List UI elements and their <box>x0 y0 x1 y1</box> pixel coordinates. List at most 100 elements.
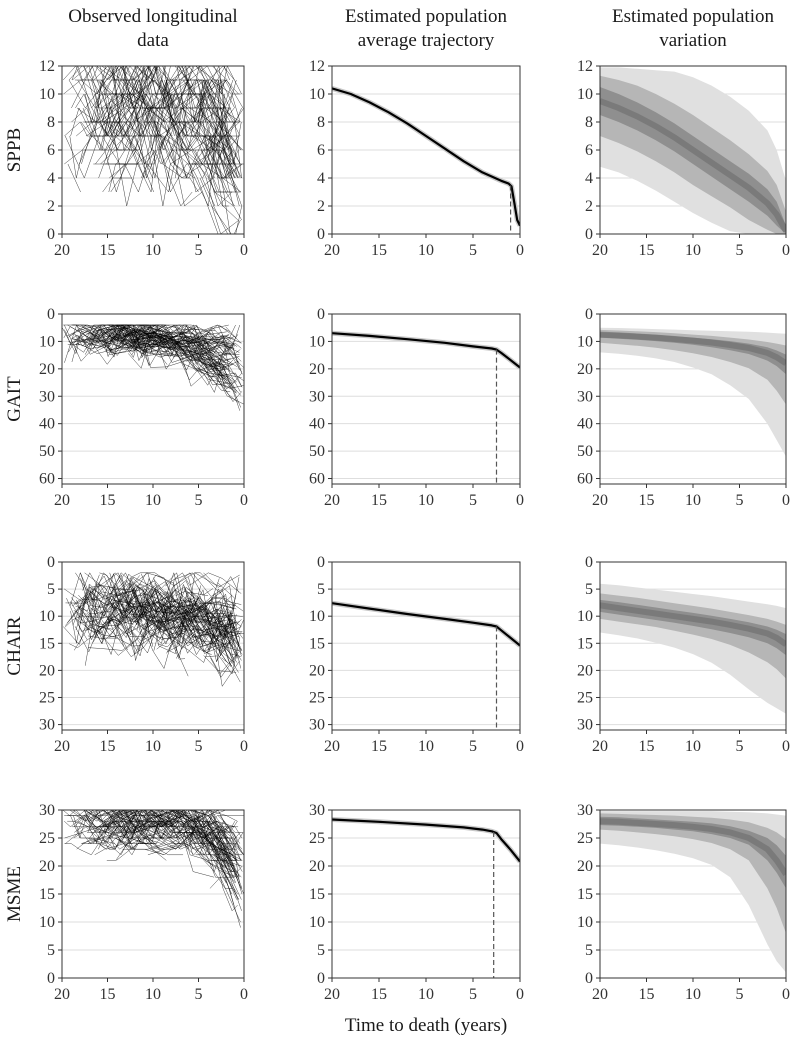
y-tick-label: 10 <box>39 333 55 350</box>
observed-trajectory-line <box>110 79 183 151</box>
observed-trajectory-line <box>66 597 118 638</box>
x-tick-label: 10 <box>418 986 434 1003</box>
observed-trajectory-line <box>192 163 235 207</box>
observed-trajectory-line <box>203 572 240 588</box>
observed-trajectory-line <box>64 615 111 644</box>
observed-trajectory-line <box>95 107 175 165</box>
observed-trajectory-line <box>84 583 118 666</box>
y-tick-label: 40 <box>39 416 55 433</box>
x-tick-label: 20 <box>54 738 70 755</box>
observed-trajectory-line <box>217 832 238 861</box>
y-tick-label: 30 <box>309 717 325 734</box>
observed-trajectory-line <box>157 336 219 344</box>
observed-trajectory-line <box>176 632 241 657</box>
observed-trajectory-line <box>185 66 241 123</box>
observed-trajectory-line <box>94 815 132 833</box>
observed-trajectory-line <box>106 93 217 165</box>
observed-trajectory-line <box>124 605 195 640</box>
observed-trajectory-line <box>210 602 242 627</box>
observed-trajectory-line <box>68 324 169 353</box>
observed-trajectory-line <box>127 66 216 109</box>
observed-trajectory-line <box>153 821 232 895</box>
observed-trajectory-line <box>121 591 162 634</box>
plot-area <box>62 324 244 411</box>
average-trajectory-line <box>332 332 520 369</box>
x-tick-label: 20 <box>592 492 608 509</box>
observed-trajectory-line <box>76 121 93 137</box>
variation-median-band <box>600 98 786 233</box>
y-tick-label: 5 <box>317 581 325 598</box>
plot-area <box>62 66 244 234</box>
observed-trajectory-line <box>75 572 141 612</box>
observed-trajectory-line <box>175 328 226 360</box>
observed-trajectory-line <box>74 66 165 123</box>
observed-trajectory-line <box>180 607 237 648</box>
observed-trajectory-line <box>75 810 91 827</box>
observed-trajectory-line <box>87 606 148 640</box>
observed-trajectory-line <box>196 849 214 867</box>
y-tick-label: 15 <box>309 635 325 652</box>
observed-trajectory-line <box>81 826 153 850</box>
observed-trajectory-line <box>69 583 107 631</box>
x-tick-label: 0 <box>782 492 790 509</box>
observed-trajectory-line <box>114 815 179 844</box>
observed-trajectory-line <box>213 637 241 675</box>
observed-trajectory-line <box>224 623 233 641</box>
y-tick-label: 5 <box>585 581 593 598</box>
observed-trajectory-line <box>121 583 178 613</box>
observed-trajectory-line <box>139 324 228 364</box>
observed-trajectory-line <box>86 572 178 638</box>
observed-trajectory-line <box>62 810 76 816</box>
observed-trajectory-line <box>107 832 122 839</box>
y-tick-label: 60 <box>577 471 593 488</box>
observed-trajectory-line <box>131 596 240 654</box>
y-tick-label: 0 <box>317 306 325 323</box>
observed-trajectory-line <box>179 66 242 95</box>
x-tick-label: 15 <box>639 738 655 755</box>
observed-trajectory-line <box>122 325 140 335</box>
observed-trajectory-line <box>194 614 237 648</box>
observed-trajectory-line <box>195 854 236 883</box>
y-tick-label: 15 <box>309 886 325 903</box>
observed-trajectory-line <box>92 826 181 856</box>
observed-trajectory-line <box>116 339 138 349</box>
observed-trajectory-line <box>195 66 228 81</box>
observed-trajectory-line <box>107 66 227 81</box>
observed-trajectory-line <box>157 592 242 648</box>
y-tick-label: 8 <box>47 114 55 131</box>
observed-trajectory-line <box>96 66 146 81</box>
x-tick-label: 0 <box>782 986 790 1003</box>
observed-trajectory-line <box>203 623 222 652</box>
y-tick-label: 30 <box>39 717 55 734</box>
observed-trajectory-line <box>89 324 223 387</box>
x-tick-label: 10 <box>685 986 701 1003</box>
observed-trajectory-line <box>108 626 150 643</box>
x-tick-label: 20 <box>324 242 340 259</box>
observed-trajectory-line <box>134 121 199 193</box>
observed-trajectory-line <box>73 820 98 844</box>
y-tick-label: 4 <box>585 170 593 187</box>
observed-trajectory-line <box>124 601 191 643</box>
observed-trajectory-line <box>220 641 228 649</box>
x-tick-label: 20 <box>54 242 70 259</box>
observed-trajectory-line <box>156 350 168 365</box>
x-tick-label: 10 <box>685 738 701 755</box>
x-tick-label: 5 <box>195 242 203 259</box>
x-tick-label: 5 <box>469 242 477 259</box>
observed-trajectory-line <box>199 597 222 627</box>
observed-trajectory-line <box>176 331 230 341</box>
observed-trajectory-line <box>126 589 206 623</box>
y-tick-label: 30 <box>577 717 593 734</box>
variation-median-band <box>600 331 786 366</box>
y-tick-label: 20 <box>39 858 55 875</box>
observed-trajectory-line <box>98 135 153 207</box>
y-tick-label: 10 <box>39 914 55 931</box>
observed-trajectory-line <box>222 364 232 389</box>
x-tick-label: 0 <box>516 738 524 755</box>
y-tick-label: 20 <box>39 361 55 378</box>
observed-trajectory-line <box>81 591 121 600</box>
y-tick-label: 10 <box>309 333 325 350</box>
y-tick-label: 30 <box>39 388 55 405</box>
